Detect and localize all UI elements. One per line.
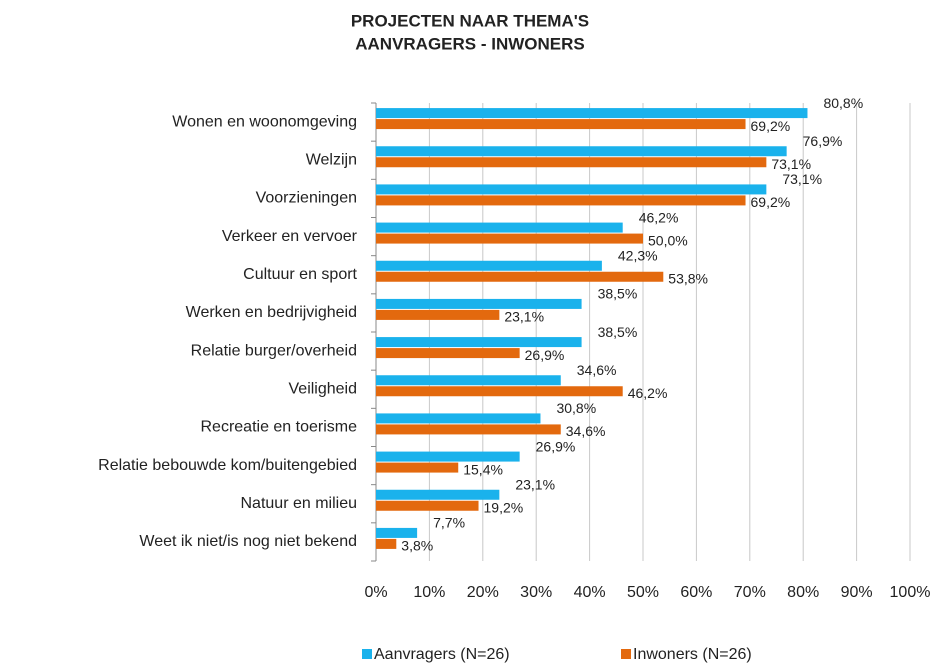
bar bbox=[376, 386, 623, 397]
bar bbox=[376, 375, 561, 386]
bar bbox=[376, 413, 541, 424]
category-label: Natuur en milieu bbox=[241, 495, 358, 512]
value-label: 30,8% bbox=[556, 400, 596, 416]
category-label: Weet ik niet/is nog niet bekend bbox=[139, 533, 357, 550]
category-label: Welzijn bbox=[306, 151, 357, 168]
value-label: 38,5% bbox=[598, 324, 638, 340]
legend-swatch bbox=[362, 649, 372, 659]
x-tick-label: 90% bbox=[841, 584, 873, 601]
bar bbox=[376, 195, 746, 206]
value-label: 53,8% bbox=[668, 270, 708, 286]
legend-swatch bbox=[621, 649, 631, 659]
bar bbox=[376, 462, 459, 473]
value-label: 23,1% bbox=[515, 476, 555, 492]
bar bbox=[376, 260, 602, 271]
legend-label: Inwoners (N=26) bbox=[633, 646, 752, 663]
x-tick-label: 20% bbox=[467, 584, 499, 601]
bar bbox=[376, 184, 767, 195]
value-label: 42,3% bbox=[618, 247, 658, 263]
bar bbox=[376, 451, 520, 462]
value-label: 73,1% bbox=[782, 171, 822, 187]
bar bbox=[376, 222, 623, 233]
bar bbox=[376, 309, 500, 320]
category-label: Voorzieningen bbox=[256, 190, 357, 207]
value-label: 73,1% bbox=[771, 156, 811, 172]
category-label: Verkeer en vervoer bbox=[222, 228, 358, 245]
value-label: 76,9% bbox=[803, 133, 843, 149]
value-label: 69,2% bbox=[751, 194, 791, 210]
category-label: Cultuur en sport bbox=[243, 266, 357, 283]
value-label: 46,2% bbox=[639, 209, 679, 225]
bar bbox=[376, 157, 767, 168]
bar bbox=[376, 489, 500, 500]
bar bbox=[376, 527, 418, 538]
x-tick-label: 100% bbox=[890, 584, 931, 601]
bar bbox=[376, 119, 746, 130]
x-tick-label: 10% bbox=[413, 584, 445, 601]
bar bbox=[376, 424, 561, 435]
bar bbox=[376, 538, 397, 549]
value-label: 3,8% bbox=[401, 538, 433, 554]
value-label: 7,7% bbox=[433, 515, 465, 531]
bar bbox=[376, 337, 582, 348]
value-label: 34,6% bbox=[566, 423, 606, 439]
value-label: 26,9% bbox=[536, 438, 576, 454]
bar bbox=[376, 233, 643, 244]
bar bbox=[376, 146, 787, 157]
category-label: Relatie burger/overheid bbox=[191, 342, 357, 359]
value-label: 34,6% bbox=[577, 362, 617, 378]
bar bbox=[376, 348, 520, 359]
category-label: Wonen en woonomgeving bbox=[172, 113, 357, 130]
bar bbox=[376, 108, 808, 119]
chart-title: PROJECTEN NAAR THEMA'S bbox=[351, 11, 589, 30]
value-label: 80,8% bbox=[823, 95, 863, 111]
x-tick-label: 60% bbox=[680, 584, 712, 601]
value-label: 26,9% bbox=[525, 347, 565, 363]
legend-label: Aanvragers (N=26) bbox=[374, 646, 510, 663]
bar bbox=[376, 500, 479, 511]
value-label: 50,0% bbox=[648, 232, 688, 248]
x-tick-label: 70% bbox=[734, 584, 766, 601]
bar bbox=[376, 298, 582, 309]
value-label: 19,2% bbox=[484, 499, 524, 515]
value-label: 46,2% bbox=[628, 385, 668, 401]
x-tick-label: 50% bbox=[627, 584, 659, 601]
x-tick-label: 80% bbox=[787, 584, 819, 601]
value-label: 23,1% bbox=[504, 309, 544, 325]
value-label: 38,5% bbox=[598, 286, 638, 302]
category-label: Werken en bedrijvigheid bbox=[186, 304, 357, 321]
value-label: 15,4% bbox=[463, 461, 503, 477]
category-label: Relatie bebouwde kom/buitengebied bbox=[98, 457, 357, 474]
chart-subtitle: AANVRAGERS - INWONERS bbox=[355, 34, 585, 53]
x-tick-label: 40% bbox=[574, 584, 606, 601]
bar bbox=[376, 271, 664, 282]
category-label: Veiligheid bbox=[289, 380, 358, 397]
value-label: 69,2% bbox=[751, 118, 791, 134]
x-tick-label: 30% bbox=[520, 584, 552, 601]
category-label: Recreatie en toerisme bbox=[200, 419, 357, 436]
x-tick-label: 0% bbox=[364, 584, 387, 601]
